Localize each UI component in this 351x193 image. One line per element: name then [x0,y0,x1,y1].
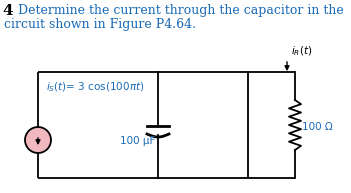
Text: 100 μF: 100 μF [120,136,155,146]
Text: 100 Ω: 100 Ω [302,122,333,132]
Text: $i_S(t)$= 3 cos(100$\pi$$t$): $i_S(t)$= 3 cos(100$\pi$$t$) [46,80,145,94]
Text: 4: 4 [2,4,13,18]
Text: $i_R(t)$: $i_R(t)$ [291,44,312,58]
Text: Determine the current through the capacitor in the: Determine the current through the capaci… [18,4,344,17]
Text: circuit shown in Figure P4.64.: circuit shown in Figure P4.64. [4,18,196,31]
Circle shape [25,127,51,153]
